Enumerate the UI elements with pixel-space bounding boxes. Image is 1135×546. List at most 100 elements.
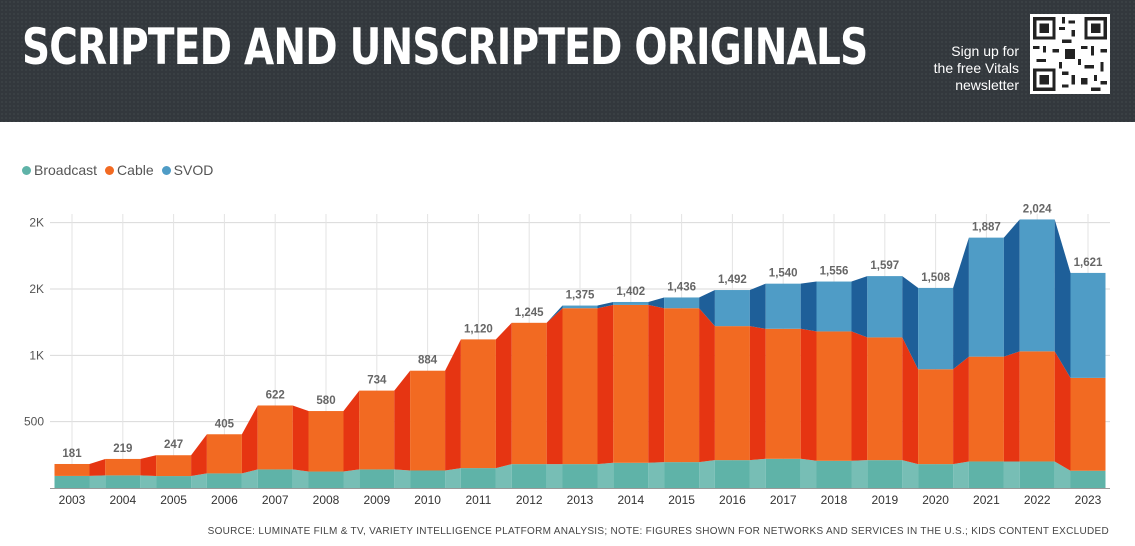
total-label: 405 (215, 418, 235, 430)
cable-plateau-2020 (918, 369, 954, 465)
total-label: 2,024 (1023, 203, 1052, 215)
cable-plateau-2011 (460, 339, 496, 469)
source-footnote: SOURCE: LUMINATE FILM & TV, VARIETY INTE… (207, 526, 1109, 537)
y-tick-label: 1K (29, 348, 44, 362)
svod-riser-2014 (648, 297, 665, 309)
cable-plateau-2014 (613, 304, 649, 463)
total-label: 580 (316, 395, 335, 407)
cable-riser-2022 (1054, 351, 1071, 471)
cable-riser-2005 (191, 434, 207, 477)
cable-riser-2012 (546, 308, 563, 465)
broadcast-plateau-2003 (54, 475, 90, 488)
broadcast-plateau-2011 (460, 468, 496, 488)
broadcast-riser-2015 (699, 460, 715, 488)
cable-riser-2009 (394, 370, 411, 471)
broadcast-plateau-2013 (562, 464, 598, 488)
legend-swatch (105, 165, 115, 175)
legend-swatch (22, 165, 31, 175)
x-tick-label: 2004 (109, 493, 136, 507)
cable-riser-2014 (648, 304, 665, 463)
x-tick-label: 2014 (617, 493, 644, 507)
series-broadcast (54, 458, 1106, 488)
svod-plateau-2022 (1019, 219, 1055, 352)
x-tick-label: 2016 (719, 493, 746, 507)
x-tick-label: 2008 (313, 493, 340, 507)
cable-riser-2003 (89, 458, 106, 476)
cable-plateau-2013 (562, 308, 598, 465)
svod-riser-2020 (953, 237, 969, 370)
signup-line-1: Sign up for (951, 43, 1019, 59)
broadcast-plateau-2006 (206, 473, 242, 488)
svod-plateau-2013 (562, 305, 598, 309)
x-tick-label: 2017 (770, 493, 797, 507)
broadcast-plateau-2017 (765, 458, 801, 488)
broadcast-riser-2022 (1054, 461, 1071, 488)
x-tick-label: 2010 (414, 493, 441, 507)
x-tick-label: 2018 (821, 493, 848, 507)
signup-line-3: newsletter (955, 77, 1019, 93)
broadcast-plateau-2018 (816, 460, 852, 488)
signup-line-2: the free Vitals (933, 60, 1019, 76)
broadcast-riser-2005 (191, 473, 207, 488)
x-tick-label: 2005 (160, 493, 187, 507)
svod-riser-2013 (597, 301, 614, 309)
svod-riser-2019 (902, 276, 919, 370)
svod-riser-2021 (1003, 219, 1020, 357)
cable-riser-2018 (851, 331, 868, 461)
legend-item-broadcast: Broadcast (22, 162, 97, 178)
x-tick-label: 2019 (871, 493, 898, 507)
total-label: 1,402 (616, 286, 645, 298)
legend-label: Broadcast (34, 162, 98, 178)
x-tick-label: 2003 (59, 493, 86, 507)
legend-item-svod: SVOD (161, 162, 213, 178)
page-title: SCRIPTED AND UNSCRIPTED ORIGINALS (22, 18, 868, 76)
total-label: 1,621 (1074, 257, 1103, 269)
cable-plateau-2016 (714, 326, 750, 461)
cable-riser-2011 (495, 322, 512, 469)
cable-riser-2008 (343, 390, 360, 472)
cable-riser-2004 (140, 455, 157, 477)
broadcast-riser-2007 (292, 469, 309, 488)
total-label: 1,245 (515, 307, 544, 319)
legend-item-cable: Cable (105, 162, 154, 178)
broadcast-riser-2010 (445, 468, 461, 488)
y-tick-label: 500 (24, 415, 44, 429)
svod-plateau-2023 (1070, 272, 1106, 378)
broadcast-plateau-2008 (308, 471, 344, 488)
svod-plateau-2019 (867, 276, 903, 338)
x-tick-label: 2007 (262, 493, 289, 507)
svod-riser-2018 (851, 276, 868, 338)
cable-plateau-2009 (359, 390, 395, 470)
broadcast-riser-2003 (89, 475, 106, 488)
cable-plateau-2022 (1019, 351, 1055, 462)
total-label: 1,540 (769, 268, 798, 280)
qr-code-icon[interactable] (1030, 14, 1110, 94)
cable-plateau-2018 (816, 331, 852, 461)
svod-plateau-2017 (765, 283, 801, 329)
cable-plateau-2007 (257, 405, 293, 470)
newsletter-signup-text[interactable]: Sign up for the free Vitals newsletter (899, 43, 1019, 94)
svod-plateau-2015 (664, 297, 700, 309)
total-label: 1,375 (566, 290, 595, 302)
total-label: 622 (266, 389, 285, 401)
svod-riser-2017 (800, 281, 817, 332)
x-tick-label: 2021 (973, 493, 1000, 507)
svod-plateau-2020 (918, 287, 954, 370)
total-label: 1,597 (870, 260, 899, 272)
total-label: 1,556 (820, 266, 849, 278)
cable-riser-2006 (241, 405, 258, 474)
svod-riser-2012 (546, 305, 563, 323)
svod-riser-2022 (1054, 219, 1071, 378)
cable-riser-2019 (902, 337, 919, 465)
broadcast-plateau-2020 (918, 464, 954, 488)
cable-plateau-2003 (54, 463, 90, 476)
cable-riser-2016 (749, 326, 766, 461)
broadcast-plateau-2019 (867, 460, 903, 488)
cable-riser-2021 (1003, 351, 1020, 462)
broadcast-riser-2013 (597, 462, 614, 488)
x-tick-label: 2022 (1024, 493, 1051, 507)
total-label: 1,436 (667, 281, 696, 293)
x-tick-label: 2006 (211, 493, 238, 507)
x-tick-label: 2015 (668, 493, 695, 507)
